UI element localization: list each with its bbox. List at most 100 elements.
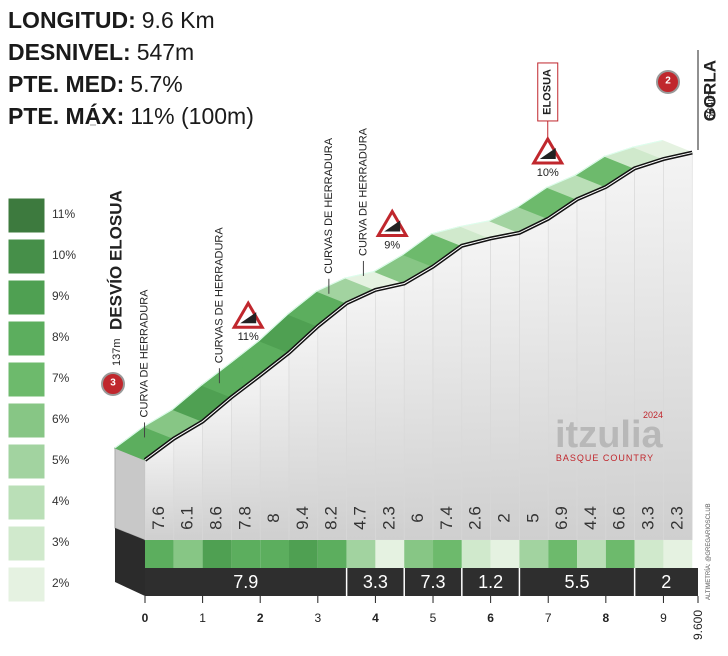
gradient-strip (519, 540, 549, 568)
layers: LONGITUD: 9.6 Km DESNIVEL: 547m PTE. MED: 5.7… (7, 7, 719, 640)
category-label: 2 (665, 76, 671, 87)
profile-face (519, 218, 549, 541)
sector-bar (145, 568, 698, 596)
profile-face (346, 289, 376, 541)
stat: DESNIVEL: 547m (8, 39, 194, 65)
profile-face (259, 352, 290, 541)
start-name: DESVÍO ELOSUA (106, 190, 125, 330)
legend-swatch (7, 484, 46, 521)
legend-swatch (7, 443, 46, 480)
gradient-strip (404, 540, 434, 568)
profile-edge-inner (144, 152, 693, 461)
stat-label: DESNIVEL: (8, 39, 131, 65)
annotation: CURVA DE HERRADURA (138, 289, 150, 418)
gradient-label: 2.3 (379, 506, 398, 530)
slope-sign (231, 300, 265, 329)
brand-name: itzulia (555, 414, 664, 456)
gradient-label: 6.9 (552, 506, 571, 530)
stat-label: PTE. MED: (8, 71, 124, 97)
gradient-label: 8.2 (322, 506, 341, 530)
annotation: CURVAS DE HERRADURA (213, 227, 225, 364)
sector-label: 5.5 (565, 572, 590, 592)
x-tick-label: 2 (257, 611, 264, 625)
sector-label: 3.3 (363, 572, 388, 592)
gradient-label: 7.6 (149, 506, 168, 530)
profile-face (403, 266, 434, 541)
sector-label: 2 (661, 572, 671, 592)
gradient-strip (663, 540, 693, 568)
slope-label: 10% (537, 167, 559, 179)
gradient-label: 4.7 (351, 506, 370, 530)
stat: PTE. MED: 5.7% (8, 71, 183, 97)
stat: LONGITUD: 9.6 Km (8, 7, 215, 33)
gradient-label: 2 (495, 513, 514, 522)
slope-label: 11% (238, 331, 259, 343)
gradient-strip (202, 540, 232, 568)
brand-region: BASQUE COUNTRY (556, 453, 654, 463)
legend-label: 8% (52, 330, 70, 344)
profile-face (634, 158, 664, 541)
side-base (115, 528, 145, 596)
legend-label: 5% (52, 453, 70, 467)
gradient-label: 6.6 (610, 506, 629, 530)
place-label: ELOSUA (542, 69, 554, 115)
gradient-label: 7.8 (235, 506, 254, 530)
profile-face (605, 167, 635, 541)
stat-value: 11% (100m) (130, 103, 254, 129)
annotation: CURVA DE HERRADURA (357, 127, 369, 256)
profile-face (576, 186, 607, 541)
profile-face (490, 232, 520, 541)
brand-year: 2024 (643, 410, 663, 420)
legend-swatch (7, 279, 46, 316)
profile-face (547, 198, 578, 541)
legend-swatch (7, 197, 46, 234)
profile-face (317, 302, 347, 541)
gradient-strip (433, 540, 462, 568)
gradient-strip (634, 540, 664, 568)
profile-face (432, 245, 463, 541)
gradient-strip (145, 540, 174, 568)
category-icon (101, 372, 125, 396)
slope-icon (240, 312, 257, 324)
profile-face (663, 152, 693, 541)
legend-label: 11% (52, 207, 75, 221)
gradient-label: 4.4 (581, 506, 600, 530)
gradient-label: 6.1 (178, 506, 197, 530)
x-tick-label: 5 (430, 611, 437, 625)
legend-swatch (7, 566, 46, 603)
legend-label: 7% (52, 371, 70, 385)
gradient-label: 7.4 (437, 506, 456, 530)
slope-label: 9% (384, 239, 400, 251)
legend-label: 3% (52, 535, 70, 549)
gradient-label: 9.4 (293, 506, 312, 530)
annotation: CURVAS DE HERRADURA (323, 137, 335, 274)
x-tick-label: 0 (142, 611, 149, 625)
stat-value: 5.7% (130, 71, 182, 97)
gradient-strip (605, 540, 635, 568)
finish-elevation: 684m (705, 92, 717, 120)
legend-swatch (7, 402, 46, 439)
slope-sign (531, 135, 565, 165)
gradient-strip (548, 540, 578, 568)
x-tick-label: 3 (314, 611, 321, 625)
x-tick-label: 9.600 (691, 610, 705, 640)
gradient-label: 8.6 (206, 506, 225, 530)
gradient-strip (317, 540, 347, 568)
legend-label: 9% (52, 289, 70, 303)
legend-swatch (7, 320, 46, 357)
x-tick-label: 6 (487, 611, 494, 625)
x-tick-label: 8 (602, 611, 609, 625)
profile-face (461, 238, 491, 541)
legend-label: 4% (52, 494, 70, 508)
stat-label: LONGITUD: (8, 7, 136, 33)
stat: PTE. MÁX: 11% (100m) (8, 102, 254, 129)
gradient-strip (461, 540, 491, 568)
legend-label: 6% (52, 412, 70, 426)
x-tick-label: 4 (372, 611, 379, 625)
category-icon (656, 70, 680, 94)
start-elevation: 137m (111, 338, 123, 366)
sector-label: 7.3 (421, 572, 446, 592)
sector-label: 1.2 (478, 572, 503, 592)
stat-label: PTE. MÁX: (8, 102, 124, 129)
gradient-strip (260, 540, 290, 568)
